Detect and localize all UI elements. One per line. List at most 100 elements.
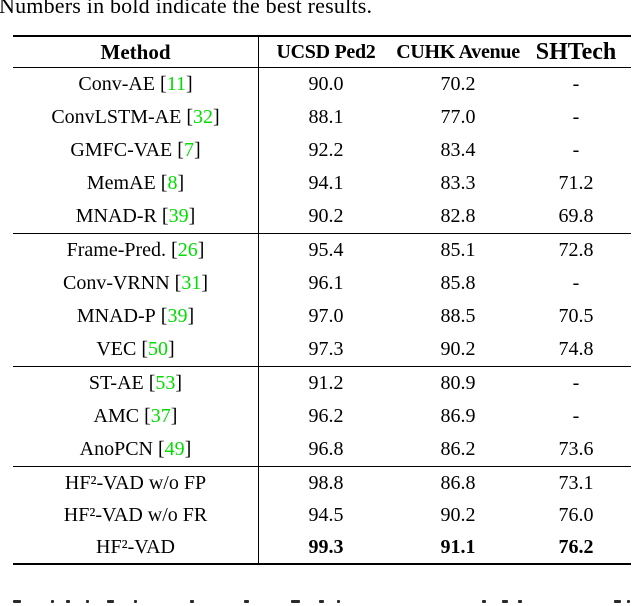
clipped-text-fragment: [337, 600, 340, 603]
score-cell: 76.2: [558, 535, 594, 558]
score-cell: 85.8: [440, 272, 476, 294]
clipped-text-fragment: [614, 600, 621, 603]
method-name: Conv-VRNN [31]: [13, 267, 259, 300]
table-row: Conv-VRNN [31] 96.1 85.8 -: [13, 267, 631, 300]
score-cell: 96.1: [308, 272, 344, 294]
method-name: MemAE [8]: [13, 167, 259, 200]
score-cell: 70.5: [558, 305, 594, 327]
table-row: MNAD-R [39] 90.2 82.8 69.8: [13, 200, 631, 233]
method-column-header: Method: [13, 37, 259, 67]
column-header-cuhk-avenue: CUHK Avenue: [396, 40, 520, 63]
table-row: GMFC-VAE [7] 92.2 83.4 -: [13, 134, 631, 167]
column-header-ucsd-ped2: UCSD Ped2: [276, 40, 376, 63]
score-cell: 90.2: [440, 503, 476, 526]
method-name: MNAD-R [39]: [13, 200, 259, 233]
table-row: VEC [50] 97.3 90.2 74.8: [13, 333, 631, 366]
method-name: Frame-Pred. [26]: [13, 234, 259, 267]
score-cell: -: [572, 272, 580, 294]
score-cell: -: [572, 106, 580, 128]
citation-ref[interactable]: 7: [183, 139, 194, 161]
table-group: HF²-VAD w/o FP 98.8 86.8 73.1 HF²-VAD w/o FR…: [13, 466, 631, 563]
citation-ref[interactable]: 39: [167, 305, 188, 327]
score-cell: 95.4: [308, 239, 344, 261]
method-name: ST-AE [53]: [13, 367, 259, 400]
score-cell: 90.2: [308, 205, 344, 227]
citation-ref[interactable]: 53: [155, 372, 176, 394]
table-group: ST-AE [53] 91.2 80.9 - AMC [37] 96.2 86.9 - AnoP…: [13, 366, 631, 466]
score-cell: 99.3: [308, 535, 344, 558]
table-row: AnoPCN [49] 96.8 86.2 73.6: [13, 433, 631, 466]
score-cell: 83.3: [440, 172, 476, 194]
results-table: Method UCSD Ped2 CUHK Avenue SHTech Conv…: [13, 35, 631, 565]
score-cell: 97.0: [308, 305, 344, 327]
clipped-text-fragment: [66, 600, 70, 603]
score-cell: 86.8: [440, 471, 476, 494]
score-cell: -: [572, 139, 580, 161]
score-cell: 74.8: [558, 338, 594, 360]
clipped-text-fragment: [482, 600, 486, 603]
score-cell: 98.8: [308, 471, 344, 494]
method-name: GMFC-VAE [7]: [13, 134, 259, 167]
clipped-text-fragment: [518, 600, 522, 603]
table-row: AMC [37] 96.2 86.9 -: [13, 400, 631, 433]
clipped-text-fragment: [627, 600, 630, 603]
table-row: MemAE [8] 94.1 83.3 71.2: [13, 167, 631, 200]
score-cell: -: [572, 405, 580, 427]
table-row: ST-AE [53] 91.2 80.9 -: [13, 367, 631, 400]
method-name: HF²-VAD w/o FR: [13, 499, 259, 531]
method-name: MNAD-P [39]: [13, 300, 259, 333]
score-cell: 69.8: [558, 205, 594, 227]
clipped-text-fragment: [319, 600, 324, 603]
table-group: Frame-Pred. [26] 95.4 85.1 72.8 Conv-VRNN [3…: [13, 233, 631, 366]
citation-ref[interactable]: 39: [168, 205, 189, 227]
score-cell: 94.5: [308, 503, 344, 526]
citation-ref[interactable]: 37: [150, 405, 171, 427]
score-cell: 88.1: [308, 106, 344, 128]
method-name: VEC [50]: [13, 333, 259, 366]
citation-ref[interactable]: 31: [181, 272, 202, 294]
citation-ref[interactable]: 32: [193, 106, 213, 128]
score-cell: 90.0: [308, 73, 344, 95]
score-cell: 77.0: [440, 106, 476, 128]
clipped-text-fragment: [134, 600, 137, 603]
method-name: HF²-VAD: [13, 531, 259, 563]
clipped-text-fragment: [502, 600, 508, 603]
clipped-text-fragment: [51, 600, 54, 603]
citation-ref[interactable]: 8: [167, 172, 178, 194]
clipped-text-line: [0, 599, 634, 606]
method-name: AMC [37]: [13, 400, 259, 433]
clipped-text-fragment: [291, 600, 300, 603]
score-cell: 92.2: [308, 139, 344, 161]
citation-ref[interactable]: 11: [166, 73, 186, 95]
table-row: HF²-VAD w/o FR 94.5 90.2 76.0: [13, 499, 631, 531]
citation-ref[interactable]: 49: [164, 438, 185, 460]
score-cell: 88.5: [440, 305, 476, 327]
citation-ref[interactable]: 50: [148, 338, 168, 360]
score-cell: 71.2: [558, 172, 594, 194]
score-cell: 85.1: [440, 239, 476, 261]
clipped-text-fragment: [107, 600, 114, 603]
score-cell: 86.2: [440, 438, 476, 460]
score-cell: -: [572, 372, 580, 394]
score-cell: -: [572, 73, 580, 95]
method-name: HF²-VAD w/o FP: [13, 467, 259, 499]
table-group: Conv-AE [11] 90.0 70.2 - ConvLSTM-AE [32] 88.…: [13, 68, 631, 233]
score-cell: 91.1: [440, 535, 476, 558]
score-cell: 76.0: [558, 503, 594, 526]
table-row: ConvLSTM-AE [32] 88.1 77.0 -: [13, 101, 631, 134]
table-row: Frame-Pred. [26] 95.4 85.1 72.8: [13, 234, 631, 267]
citation-ref[interactable]: 26: [177, 239, 198, 261]
clipped-text-fragment: [13, 600, 21, 603]
score-cell: 73.1: [558, 471, 594, 494]
table-row: HF²-VAD 99.3 91.1 76.2: [13, 531, 631, 563]
score-cell: 97.3: [308, 338, 344, 360]
clipped-text-fragment: [86, 600, 89, 603]
clipped-text-fragment: [244, 600, 249, 603]
score-cell: 94.1: [308, 172, 344, 194]
method-name: ConvLSTM-AE [32]: [13, 101, 259, 134]
score-cell: 70.2: [440, 73, 476, 95]
score-cell: 96.2: [308, 405, 344, 427]
table-row: HF²-VAD w/o FP 98.8 86.8 73.1: [13, 467, 631, 499]
column-header-shtech: SHTech: [535, 38, 617, 65]
method-name: AnoPCN [49]: [13, 433, 259, 466]
